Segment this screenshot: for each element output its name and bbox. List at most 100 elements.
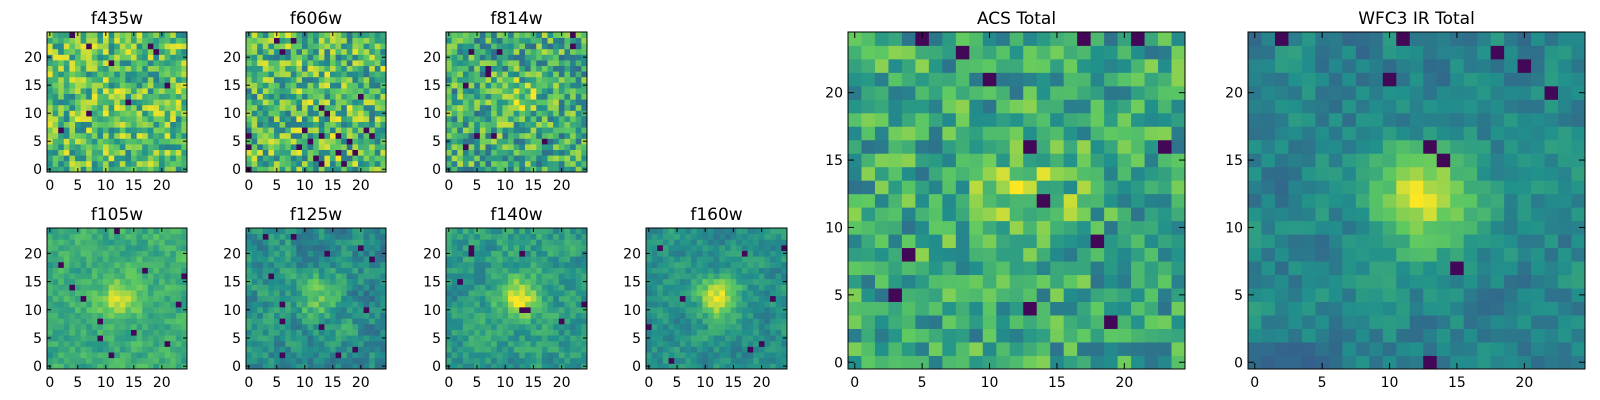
heatmap-cell bbox=[181, 301, 188, 308]
heatmap-cell bbox=[468, 346, 475, 353]
heatmap-cell bbox=[285, 155, 292, 162]
heatmap-cell bbox=[541, 155, 548, 162]
heatmap-cell bbox=[91, 166, 98, 173]
heatmap-cell bbox=[451, 335, 458, 342]
heatmap-cell bbox=[290, 48, 297, 55]
x-tick-label: 15 bbox=[525, 375, 543, 391]
heatmap-cell bbox=[363, 82, 370, 89]
heatmap-cell bbox=[380, 116, 387, 122]
heatmap-cell bbox=[736, 233, 743, 240]
heatmap-cell bbox=[775, 312, 782, 319]
heatmap-cell bbox=[268, 335, 275, 342]
heatmap-cell bbox=[164, 93, 171, 100]
heatmap-cell bbox=[103, 278, 109, 285]
heatmap-cell bbox=[86, 48, 93, 55]
heatmap-cell bbox=[491, 239, 498, 246]
heatmap-cell bbox=[685, 340, 692, 347]
heatmap-cell bbox=[153, 273, 160, 280]
heatmap-cell bbox=[942, 153, 957, 168]
heatmap-cell bbox=[479, 228, 486, 235]
heatmap-cell bbox=[91, 71, 98, 78]
heatmap-cell bbox=[285, 306, 292, 313]
heatmap-cell bbox=[753, 256, 760, 263]
heatmap-cell bbox=[547, 233, 554, 240]
heatmap-cell bbox=[108, 244, 115, 251]
heatmap-cell bbox=[346, 267, 353, 274]
heatmap-cell bbox=[103, 357, 109, 364]
heatmap-cell bbox=[451, 160, 458, 167]
heatmap-cell bbox=[570, 104, 577, 111]
heatmap-cell bbox=[335, 37, 342, 44]
heatmap-cell bbox=[446, 273, 453, 280]
heatmap-cell bbox=[741, 335, 748, 342]
heatmap-cell bbox=[346, 43, 353, 50]
heatmap-cell bbox=[1063, 315, 1078, 329]
heatmap-cell bbox=[474, 306, 481, 313]
heatmap-cell bbox=[52, 239, 59, 246]
heatmap-cell bbox=[164, 104, 171, 111]
heatmap-cell bbox=[318, 132, 325, 139]
heatmap-cell bbox=[1090, 342, 1105, 356]
heatmap-cell bbox=[346, 88, 353, 94]
heatmap-cell bbox=[451, 295, 458, 302]
heatmap-cell bbox=[575, 284, 582, 291]
heatmap-cell bbox=[114, 93, 121, 100]
heatmap-cell bbox=[451, 363, 458, 370]
heatmap-cell bbox=[114, 312, 121, 319]
heatmap-cell bbox=[446, 340, 453, 347]
heatmap-cell bbox=[80, 155, 87, 162]
heatmap-cell bbox=[581, 273, 588, 280]
heatmap-cell bbox=[474, 48, 481, 55]
heatmap-cell bbox=[1104, 220, 1118, 235]
heatmap-cell bbox=[75, 340, 81, 347]
heatmap-cell bbox=[318, 110, 325, 117]
heatmap-cell bbox=[97, 278, 104, 285]
heatmap-cell bbox=[52, 88, 59, 94]
heatmap-cell bbox=[80, 32, 87, 38]
heatmap-cell bbox=[564, 99, 571, 106]
heatmap-cell bbox=[519, 160, 526, 167]
heatmap-cell bbox=[691, 301, 698, 308]
heatmap-cell bbox=[335, 43, 342, 50]
heatmap-cell bbox=[547, 363, 554, 370]
heatmap-cell bbox=[848, 355, 862, 370]
heatmap-cell bbox=[290, 312, 297, 319]
heatmap-cell bbox=[285, 228, 292, 235]
heatmap-cell bbox=[153, 295, 160, 302]
heatmap-cell bbox=[63, 233, 70, 240]
heatmap-cell bbox=[861, 261, 876, 276]
heatmap-cell bbox=[1090, 220, 1105, 235]
heatmap-cell bbox=[341, 267, 348, 274]
heatmap-cell bbox=[119, 71, 126, 78]
heatmap-cell bbox=[479, 104, 486, 111]
heatmap-cell bbox=[553, 48, 560, 55]
heatmap-cell bbox=[874, 220, 889, 235]
heatmap-cell bbox=[47, 290, 53, 297]
heatmap-cell bbox=[164, 250, 171, 257]
heatmap-cell bbox=[374, 138, 381, 145]
heatmap-cell bbox=[153, 76, 160, 83]
heatmap-cell bbox=[764, 301, 771, 308]
heatmap-cell bbox=[363, 99, 370, 106]
heatmap-cell bbox=[674, 290, 681, 297]
heatmap-cell bbox=[696, 335, 703, 342]
heatmap-cell bbox=[147, 284, 154, 291]
heatmap-cell bbox=[58, 295, 65, 302]
heatmap-cell bbox=[279, 267, 286, 274]
heatmap-cell bbox=[513, 43, 520, 50]
heatmap-cell bbox=[530, 132, 537, 139]
heatmap-cell bbox=[496, 160, 503, 167]
heatmap-cell bbox=[374, 48, 381, 55]
heatmap-cell bbox=[747, 318, 754, 325]
heatmap-cell bbox=[942, 247, 957, 262]
heatmap-cell bbox=[125, 233, 132, 240]
heatmap-cell bbox=[696, 295, 703, 302]
heatmap-cell bbox=[268, 256, 275, 263]
heatmap-cell bbox=[80, 132, 87, 139]
heatmap-cell bbox=[324, 290, 331, 297]
heatmap-cell bbox=[246, 160, 252, 167]
heatmap-cell bbox=[318, 144, 325, 150]
heatmap-cell bbox=[80, 76, 87, 83]
heatmap-cell bbox=[363, 340, 370, 347]
heatmap-cell bbox=[75, 284, 81, 291]
